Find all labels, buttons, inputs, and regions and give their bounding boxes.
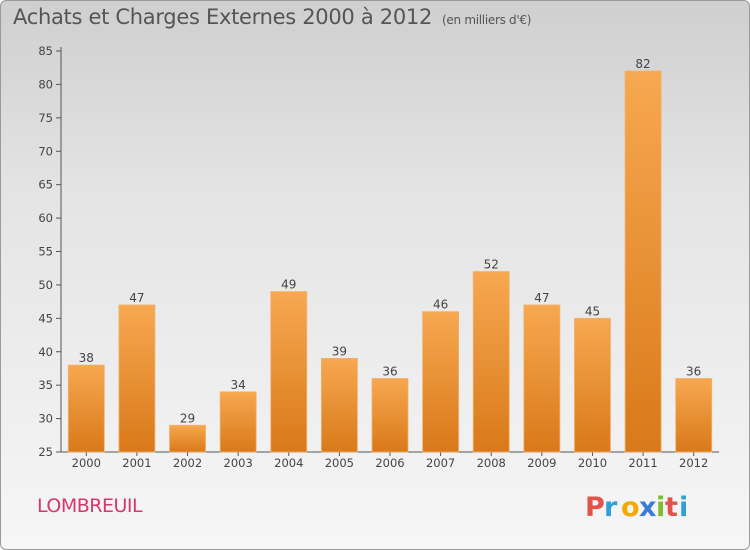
- x-tick-label-2007: 2007: [426, 456, 455, 470]
- y-tick-label: 65: [38, 178, 53, 192]
- svg-text:r: r: [604, 492, 618, 523]
- y-tick-label: 50: [38, 278, 53, 292]
- data-labels: 38 47 29 34 49 39 36 46 52 47 45 82 36: [79, 57, 702, 425]
- bar-2007: [422, 311, 460, 453]
- data-label-2004: 49: [281, 278, 296, 292]
- proxiti-logo: P r o x i t i: [585, 492, 688, 523]
- y-tick-label: 60: [38, 211, 53, 225]
- bar-2004: [270, 291, 308, 453]
- bar-2009: [523, 304, 561, 453]
- y-tick-label: 70: [38, 144, 53, 158]
- bar-2010: [574, 317, 611, 453]
- x-tick-label-2003: 2003: [224, 456, 253, 470]
- y-tick-label: 75: [38, 111, 53, 125]
- x-tick-label-2002: 2002: [173, 456, 202, 470]
- bar-2005: [320, 358, 358, 453]
- x-tick-label-2001: 2001: [122, 456, 151, 470]
- svg-text:o: o: [621, 492, 640, 523]
- bar-2008: [472, 271, 510, 453]
- svg-text:t: t: [665, 492, 678, 523]
- data-label-2002: 29: [180, 411, 195, 425]
- data-label-2003: 34: [231, 378, 246, 392]
- x-tick-label-2004: 2004: [274, 456, 303, 470]
- x-tick-label-2009: 2009: [527, 456, 556, 470]
- x-tick-label-2006: 2006: [375, 456, 404, 470]
- bar-2003: [219, 391, 257, 453]
- bars: [67, 70, 713, 453]
- data-label-2008: 52: [484, 258, 499, 272]
- y-tick-label: 45: [38, 311, 53, 325]
- y-tick-label: 80: [38, 77, 53, 91]
- data-label-2010: 45: [585, 304, 600, 318]
- bar-2011: [624, 70, 662, 453]
- axes: 25 30 35 40 45 50 55 60 65 70 75 80 85 2000 2001 2002 20…: [38, 44, 719, 470]
- chart-title: Achats et Charges Externes 2000 à 2012 (e…: [13, 5, 531, 29]
- data-label-2000: 38: [79, 351, 94, 365]
- svg-text:x: x: [639, 492, 656, 523]
- data-label-2009: 47: [534, 291, 549, 305]
- bar-2001: [118, 304, 156, 453]
- x-tick-label-2000: 2000: [72, 456, 101, 470]
- y-tick-label: 85: [38, 44, 53, 58]
- x-tick-label-2010: 2010: [578, 456, 607, 470]
- y-tick-label: 30: [38, 412, 53, 426]
- data-label-2001: 47: [129, 291, 144, 305]
- x-tick-label-2012: 2012: [679, 456, 708, 470]
- svg-text:i: i: [679, 492, 688, 523]
- y-tick-label: 35: [38, 378, 53, 392]
- bar-2002: [169, 424, 206, 453]
- data-label-2011: 82: [635, 57, 650, 71]
- x-tick-label-2011: 2011: [628, 456, 657, 470]
- data-label-2012: 36: [686, 364, 701, 378]
- bar-2000: [67, 364, 105, 453]
- title-text: Achats et Charges Externes 2000 à 2012: [13, 5, 433, 29]
- data-label-2005: 39: [332, 344, 347, 358]
- unit-note: (en milliers d'€): [442, 13, 532, 27]
- x-tick-label-2008: 2008: [477, 456, 506, 470]
- commune-name: LOMBREUIL: [37, 495, 143, 517]
- svg-text:P: P: [585, 492, 605, 523]
- svg-text:i: i: [656, 492, 665, 523]
- data-label-2007: 46: [433, 298, 448, 312]
- bar-2006: [371, 378, 409, 453]
- y-tick-label: 55: [38, 245, 53, 259]
- y-tick-label: 25: [38, 445, 53, 459]
- y-tick-label: 40: [38, 345, 53, 359]
- x-tick-label-2005: 2005: [325, 456, 354, 470]
- data-label-2006: 36: [382, 364, 397, 378]
- bar-2012: [675, 378, 713, 453]
